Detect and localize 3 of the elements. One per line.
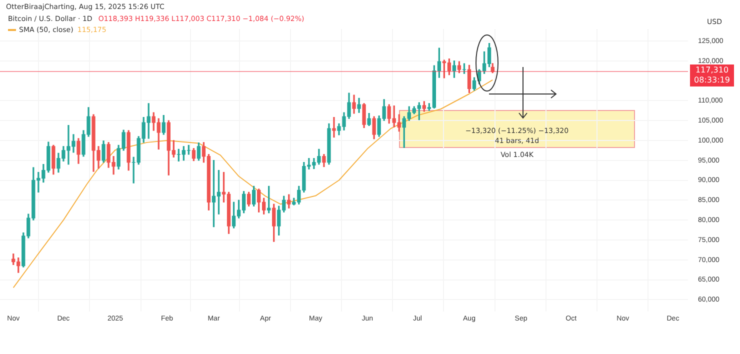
- ref-line-label: 117,310: [695, 66, 729, 75]
- text: 08:33:19: [694, 76, 730, 85]
- candlestick: [332, 117, 336, 138]
